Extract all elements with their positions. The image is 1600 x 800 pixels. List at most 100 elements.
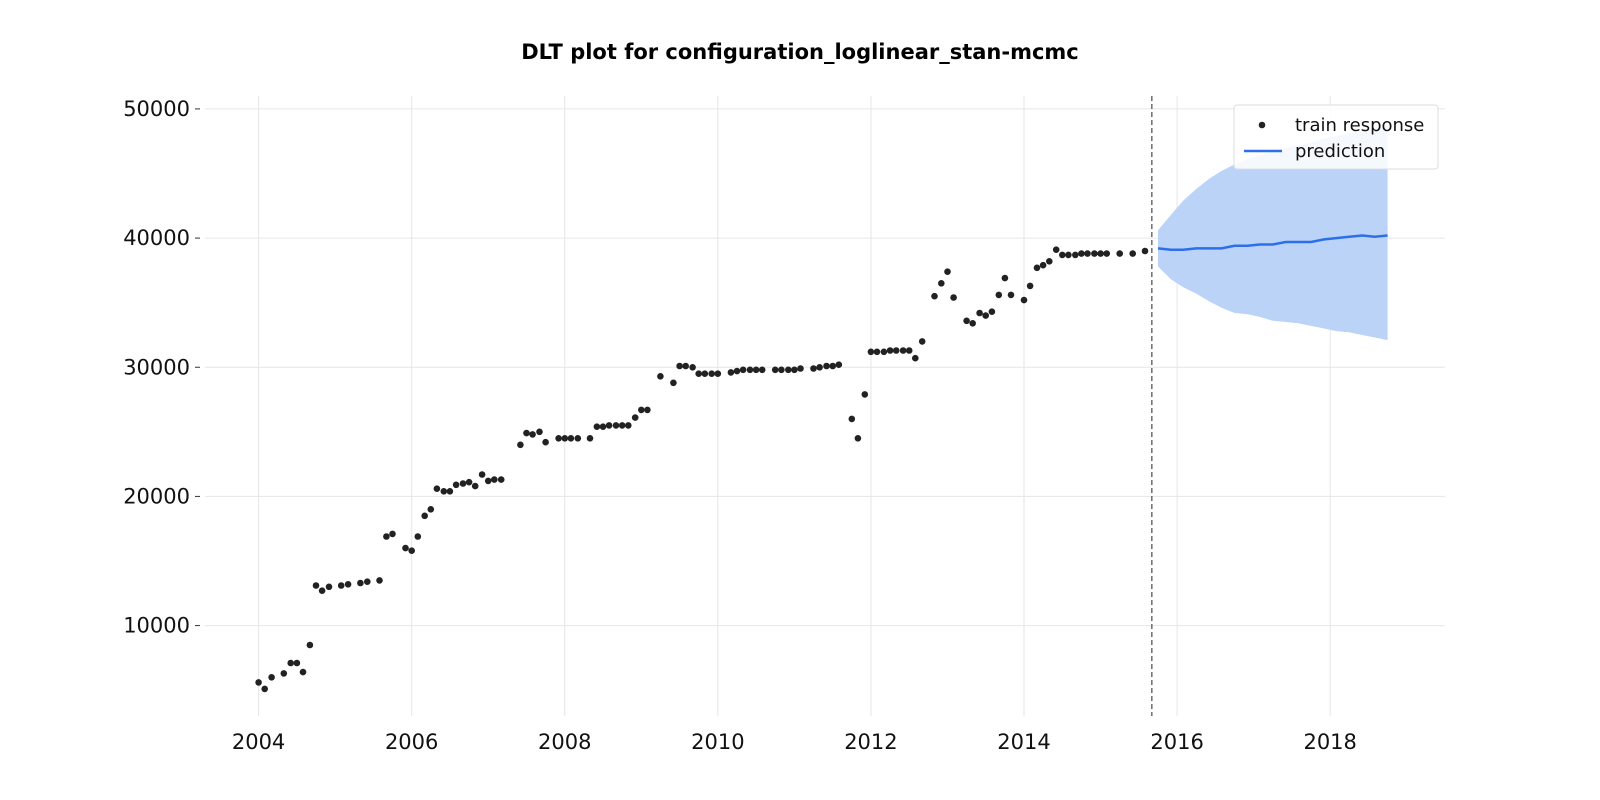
train-response-point <box>1046 258 1053 265</box>
train-response-point <box>1059 251 1066 259</box>
x-tick-label: 2006 <box>385 730 438 754</box>
train-response-point <box>593 423 601 431</box>
train-response-point <box>1141 247 1149 255</box>
train-response-point <box>823 362 830 370</box>
y-tick-label: 30000 <box>123 355 190 379</box>
train-response-point <box>446 488 454 495</box>
train-response-point <box>555 435 562 442</box>
train-response-point <box>905 347 913 354</box>
train-response-point <box>810 365 817 372</box>
train-response-point <box>670 379 677 387</box>
train-response-point <box>364 578 371 585</box>
train-response-point <box>854 435 862 442</box>
train-response-point <box>676 362 683 370</box>
train-response-point <box>938 280 945 287</box>
legend-label-prediction: prediction <box>1295 141 1385 162</box>
train-response-point <box>1103 250 1110 257</box>
train-response-point <box>791 366 798 374</box>
y-tick-label: 50000 <box>123 97 190 121</box>
legend: train response prediction <box>1233 104 1439 170</box>
legend-box <box>1233 104 1439 170</box>
train-response-point <box>886 347 894 354</box>
train-response-point <box>1033 264 1041 272</box>
train-response-point <box>912 354 919 362</box>
train-response-point <box>816 364 823 371</box>
y-tick-label: 10000 <box>123 614 190 638</box>
train-response-point <box>542 438 549 446</box>
chart-title: DLT plot for configuration_loglinear_sta… <box>521 40 1079 64</box>
train-response-point <box>682 362 689 370</box>
train-response-point <box>899 347 907 354</box>
train-response-point <box>433 485 441 493</box>
train-response-point <box>918 338 926 345</box>
legend-marker-train-response <box>1258 121 1266 129</box>
train-response-point <box>1078 250 1085 257</box>
train-response-point <box>880 348 888 356</box>
train-response-point <box>695 370 702 378</box>
train-response-point <box>465 478 473 486</box>
train-response-point <box>261 685 269 693</box>
train-response-point <box>325 583 333 591</box>
train-response-point <box>459 480 467 487</box>
train-response-point <box>867 348 875 356</box>
train-response-point <box>376 577 383 584</box>
x-tick-label: 2008 <box>538 730 591 754</box>
train-response-point <box>561 435 569 442</box>
train-response-point <box>727 369 735 376</box>
train-response-point <box>484 477 492 485</box>
train-response-point <box>471 482 479 490</box>
train-response-point <box>427 506 435 513</box>
train-response-point <box>1026 282 1034 290</box>
train-response-point <box>835 361 843 369</box>
prediction-interval-band <box>1158 125 1388 341</box>
train-response-point <box>1052 246 1060 253</box>
train-response-point <box>318 587 326 594</box>
x-tick-label: 2018 <box>1303 730 1356 754</box>
train-response-point <box>1072 251 1079 259</box>
y-tick-label: 20000 <box>123 484 190 508</box>
train-response-point <box>478 471 486 478</box>
train-response-point <box>963 317 970 325</box>
train-response-point <box>357 579 364 587</box>
train-response-point <box>771 366 779 374</box>
train-response-point <box>383 533 390 540</box>
train-response-point <box>797 365 804 372</box>
train-response-point <box>612 422 620 429</box>
train-response-point <box>988 308 996 316</box>
train-response-point <box>714 370 722 378</box>
x-tick-label: 2016 <box>1150 730 1203 754</box>
train-response-points <box>255 246 1149 693</box>
train-response-point <box>625 422 632 429</box>
train-response-point <box>892 347 900 354</box>
train-response-point <box>421 512 429 520</box>
train-response-point <box>287 659 295 667</box>
train-response-point <box>408 547 416 554</box>
train-response-point <box>995 291 1003 299</box>
train-response-point <box>452 481 460 489</box>
x-tick-label: 2014 <box>997 730 1050 754</box>
train-response-point <box>491 476 498 483</box>
train-response-point <box>950 294 957 301</box>
axes: 2004 2006 2008 2010 2012 2014 2016 2018 10000 200… <box>123 97 1357 754</box>
train-response-point <box>1084 250 1091 257</box>
train-response-point <box>1091 250 1098 257</box>
train-response-point <box>778 366 785 374</box>
train-response-point <box>944 268 951 276</box>
train-response-point <box>414 533 422 540</box>
train-response-point <box>618 422 626 429</box>
train-response-point <box>1065 251 1072 259</box>
train-response-point <box>1116 250 1123 257</box>
train-response-point <box>1097 250 1104 257</box>
train-response-point <box>631 414 639 421</box>
train-response-point <box>638 406 645 414</box>
train-response-point <box>529 431 536 438</box>
train-response-point <box>517 441 524 449</box>
train-response-point <box>657 373 664 380</box>
train-response-point <box>733 367 741 375</box>
prediction-line <box>1157 234 1388 251</box>
train-response-point <box>982 312 989 319</box>
train-response-point <box>299 668 307 676</box>
train-response-point <box>701 370 709 378</box>
train-response-point <box>785 366 792 374</box>
train-response-point <box>497 476 505 483</box>
